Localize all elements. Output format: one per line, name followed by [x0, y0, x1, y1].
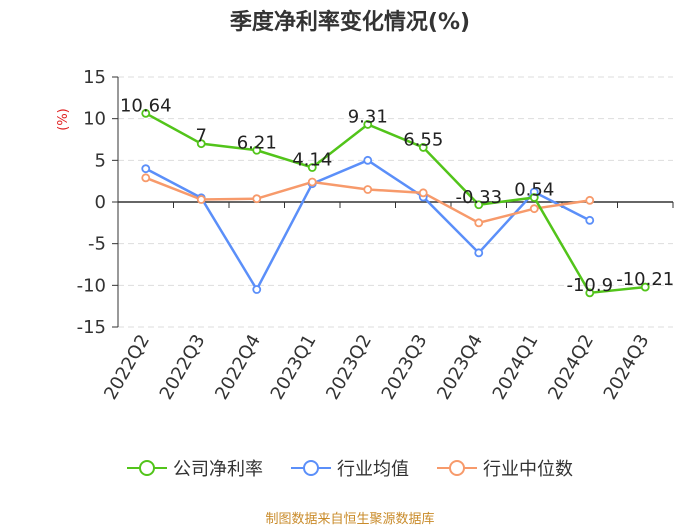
- data-point: [418, 188, 428, 198]
- data-point: [363, 120, 373, 129]
- y-tick-label: -5: [88, 234, 106, 255]
- data-point: [363, 185, 373, 194]
- x-tick-label: 2022Q4: [211, 331, 265, 403]
- x-tick-label: 2022Q3: [156, 331, 210, 403]
- data-point: [585, 288, 595, 298]
- data-point: [252, 194, 262, 204]
- data-label: 0.54: [514, 180, 554, 201]
- legend-line-circle-icon: [291, 458, 331, 478]
- data-point: [585, 195, 595, 205]
- data-point: [363, 155, 373, 165]
- data-point: [529, 204, 539, 214]
- data-label: 9.31: [348, 106, 388, 127]
- chart-title: 季度净利率变化情况(%): [229, 10, 471, 35]
- data-label: 6.21: [237, 132, 277, 153]
- data-label: 4.14: [292, 150, 332, 171]
- data-label: -0.33: [455, 187, 502, 208]
- data-point: [307, 177, 317, 187]
- y-tick-label: -10: [77, 275, 106, 296]
- x-tick-label: 2024Q2: [544, 331, 598, 403]
- legend-item-industry-mean[interactable]: 行业均值: [291, 455, 409, 481]
- data-point: [529, 193, 539, 202]
- legend-circle: [303, 460, 319, 476]
- series-line: [145, 112, 646, 295]
- data-point: [252, 285, 262, 294]
- data-point: [585, 215, 595, 225]
- y-tick-label: 10: [83, 109, 106, 130]
- x-tick-label: 2023Q1: [267, 331, 321, 403]
- x-tick-label: 2024Q1: [489, 331, 543, 403]
- y-tick-label: 15: [83, 67, 106, 88]
- data-point: [141, 164, 151, 174]
- data-label: -10.21: [616, 269, 674, 290]
- legend-label: 公司净利率: [173, 459, 263, 480]
- legend-line-circle-icon: [127, 458, 167, 478]
- data-label: 7: [196, 126, 207, 147]
- data-point: [196, 139, 206, 149]
- data-point: [474, 218, 484, 228]
- legend-label: 行业中位数: [483, 459, 573, 480]
- legend: 公司净利率 行业均值 行业中位数: [0, 455, 700, 481]
- data-point: [141, 108, 151, 118]
- source-note: 制图数据来自恒生聚源数据库: [265, 512, 435, 527]
- legend-line-circle-icon: [437, 458, 477, 478]
- legend-item-industry-median[interactable]: 行业中位数: [437, 455, 573, 481]
- legend-circle: [139, 460, 155, 476]
- x-tick-label: 2023Q2: [322, 331, 376, 403]
- x-tick-label: 2022Q2: [100, 331, 154, 403]
- data-label: -10.9: [566, 275, 613, 296]
- data-point: [252, 145, 262, 155]
- data-point: [307, 163, 317, 172]
- y-tick-label: 5: [95, 150, 106, 171]
- y-tick-label: -15: [77, 317, 106, 338]
- legend-item-company[interactable]: 公司净利率: [127, 455, 263, 481]
- data-point: [196, 195, 206, 204]
- x-tick-label: 2023Q3: [378, 331, 432, 403]
- data-label: 10.64: [120, 95, 172, 116]
- y-tick-label: 0: [95, 192, 106, 213]
- data-label: 6.55: [403, 129, 443, 150]
- data-point: [141, 173, 151, 183]
- data-point: [474, 200, 484, 210]
- data-point: [418, 143, 428, 152]
- x-tick-label: 2024Q3: [600, 331, 654, 403]
- x-tick-label: 2023Q4: [433, 331, 487, 403]
- legend-label: 行业均值: [337, 459, 409, 480]
- legend-circle: [449, 460, 465, 476]
- data-point: [474, 248, 484, 258]
- data-point: [640, 282, 650, 292]
